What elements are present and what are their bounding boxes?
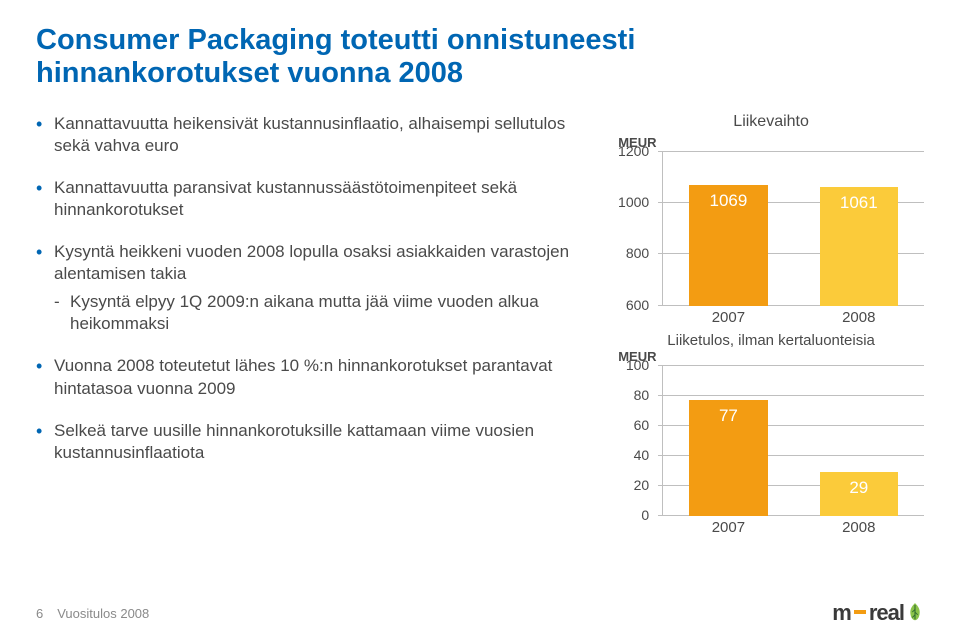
bullet-3-sub-1: Kysyntä elpyy 1Q 2009:n aikana mutta jää… [54,291,602,335]
footer: 6 Vuositulos 2008 m real [0,600,960,626]
footer-left: 6 Vuositulos 2008 [36,606,149,621]
bullet-column: Kannattavuutta heikensivät kustannusinfl… [36,113,618,542]
chart-1-title: Liikevaihto [618,113,924,131]
bullet-1: Kannattavuutta heikensivät kustannusinfl… [36,113,602,157]
bullet-3-text: Kysyntä heikkeni vuoden 2008 lopulla osa… [54,242,569,283]
bar-value-label: 29 [820,478,898,498]
y-tick-label: 80 [609,387,649,403]
grid-line: 80 [658,395,924,396]
title-line-1: Consumer Packaging toteutti onnistuneest… [36,24,635,56]
bar: 29 [820,472,898,516]
slide: Consumer Packaging toteutti onnistuneest… [0,0,960,640]
bar: 77 [689,400,767,516]
chart-2-caption: Liiketulos, ilman kertaluonteisia [618,332,924,349]
slide-title: Consumer Packaging toteutti onnistuneest… [36,24,676,91]
y-tick-label: 40 [609,447,649,463]
y-tick-label: 1200 [609,143,649,159]
chart-2-block: Liiketulos, ilman kertaluonteisia MEUR 0… [618,332,924,534]
title-line-2: hinnankorotukset vuonna 2008 [36,57,463,89]
grid-line: 1200 [658,151,924,152]
x-category-label: 2008 [794,309,924,326]
x-category-label: 2008 [794,519,924,536]
sub-list: Kysyntä elpyy 1Q 2009:n aikana mutta jää… [54,291,602,335]
bar-value-label: 77 [689,406,767,426]
bullet-list: Kannattavuutta heikensivät kustannusinfl… [36,113,602,464]
charts-column: Liikevaihto MEUR 60080010001200106920071… [618,113,924,542]
x-category-label: 2007 [663,519,793,536]
logo-dash-icon [854,610,866,614]
bar-value-label: 1069 [689,191,767,211]
logo-real: real [869,600,904,626]
chart-1: 600800100012001069200710612008 [618,152,924,324]
content-area: Kannattavuutta heikensivät kustannusinfl… [36,113,924,542]
y-tick-label: 20 [609,477,649,493]
logo-m: m [832,600,851,626]
chart-2-unit: MEUR [618,349,924,364]
page-number: 6 [36,606,43,621]
bullet-5: Selkeä tarve uusille hinnankorotuksille … [36,420,602,464]
y-tick-label: 800 [609,245,649,261]
x-category-label: 2007 [663,309,793,326]
chart-2: 020406080100772007292008 [618,366,924,534]
logo: m real [832,600,924,626]
bullet-4: Vuonna 2008 toteutetut lähes 10 %:n hinn… [36,355,602,399]
footer-source: Vuositulos 2008 [57,606,149,621]
grid-line: 100 [658,365,924,366]
y-tick-label: 60 [609,417,649,433]
bar-value-label: 1061 [820,193,898,213]
bar: 1061 [820,187,898,305]
leaf-icon [906,601,924,625]
chart1-plot: 600800100012001069200710612008 [662,152,924,306]
bar: 1069 [689,185,767,305]
y-tick-label: 100 [609,357,649,373]
bullet-3: Kysyntä heikkeni vuoden 2008 lopulla osa… [36,241,602,335]
y-tick-label: 1000 [609,194,649,210]
chart-1-unit: MEUR [618,135,924,150]
y-tick-label: 0 [609,507,649,523]
y-tick-label: 600 [609,297,649,313]
chart2-plot: 020406080100772007292008 [662,366,924,516]
chart-1-block: Liikevaihto MEUR 60080010001200106920071… [618,113,924,324]
bullet-2: Kannattavuutta paransivat kustannussääst… [36,177,602,221]
